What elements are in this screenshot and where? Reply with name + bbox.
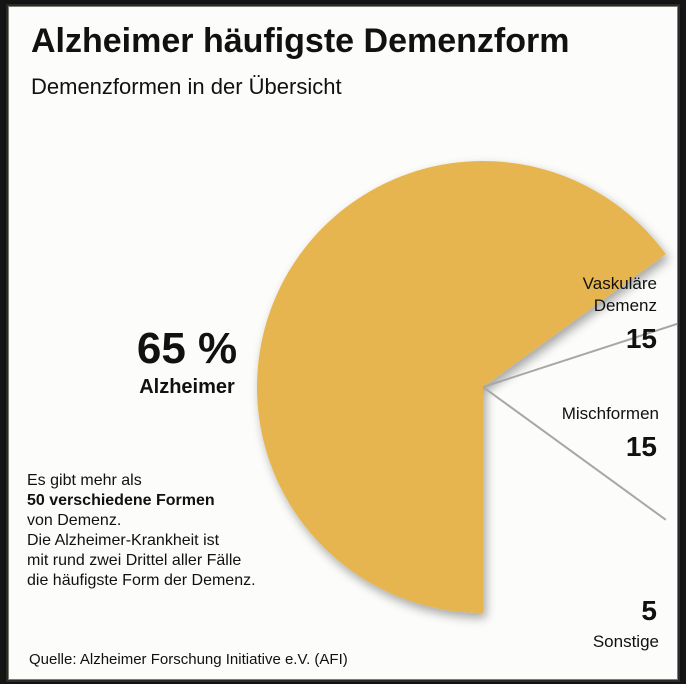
alzheimer-value-label: 65 % — [136, 324, 238, 373]
sonstige-name-label: Sonstige — [592, 632, 659, 651]
note-line-4: Die Alzheimer-Krankheit ist — [27, 532, 220, 549]
pie-chart — [256, 161, 677, 613]
misch-value-label: 15 — [625, 431, 657, 462]
note-line-5: mit rund zwei Drittel aller Fälle — [27, 552, 242, 569]
note-line-3: von Demenz. — [27, 512, 122, 529]
chart-subtitle: Demenzformen in der Übersicht — [31, 74, 342, 99]
misch-sonstige-divider — [482, 322, 677, 388]
infographic-frame: Alzheimer häufigste Demenzform Demenzfor… — [8, 6, 678, 680]
note-line-1: Es gibt mehr als — [27, 472, 142, 489]
note-line-6: die häufigste Form der Demenz. — [27, 572, 256, 589]
alzheimer-slice — [256, 161, 666, 613]
vaskulaere-value-label: 15 — [625, 323, 657, 354]
chart-title: Alzheimer häufigste Demenzform — [31, 22, 570, 60]
alzheimer-name-label: Alzheimer — [139, 376, 235, 398]
vaskulaere-misch-divider — [482, 386, 667, 521]
note-line-2-bold: 50 verschiedene Formen — [27, 492, 215, 509]
info-note: Es gibt mehr als 50 verschiedene Formen … — [27, 471, 327, 591]
vaskulaere-name-label-1: Vaskuläre — [582, 274, 657, 293]
misch-name-label: Mischformen — [561, 404, 659, 423]
source-note: Quelle: Alzheimer Forschung Initiative e… — [29, 651, 348, 668]
sonstige-value-label: 5 — [641, 595, 657, 626]
vaskulaere-name-label-2: Demenz — [593, 296, 657, 315]
